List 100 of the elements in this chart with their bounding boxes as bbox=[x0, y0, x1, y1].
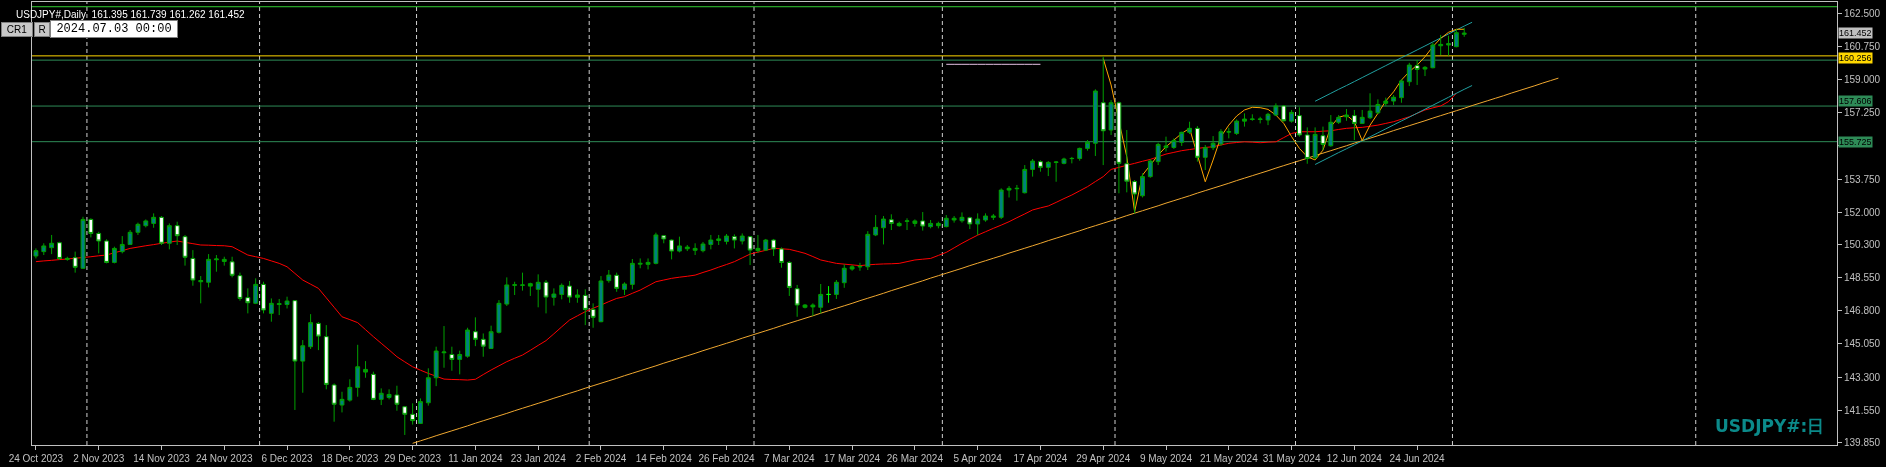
candlestick bbox=[33, 247, 39, 259]
candlestick bbox=[96, 231, 102, 254]
candlestick bbox=[496, 299, 502, 334]
candlestick bbox=[559, 282, 565, 300]
candlestick bbox=[198, 275, 204, 304]
candlestick bbox=[229, 256, 235, 278]
candlestick bbox=[300, 339, 306, 394]
x-tick-label: 21 May 2024 bbox=[1199, 453, 1259, 464]
candlestick bbox=[731, 233, 737, 249]
candlestick bbox=[1367, 92, 1373, 120]
candlestick bbox=[1273, 102, 1279, 117]
candlestick bbox=[1147, 158, 1153, 179]
y-tick-label: 150.300 bbox=[1844, 238, 1881, 250]
candlestick bbox=[88, 217, 94, 238]
candlestick bbox=[347, 378, 353, 403]
candlestick bbox=[433, 346, 439, 387]
candlestick bbox=[80, 216, 86, 270]
candlestick bbox=[1446, 35, 1451, 57]
candlestick bbox=[888, 213, 894, 231]
line-series bbox=[412, 77, 1559, 444]
y-tick-label: 160.750 bbox=[1844, 41, 1881, 53]
candlestick bbox=[1132, 179, 1138, 214]
candlestick bbox=[1030, 158, 1036, 178]
candlestick bbox=[598, 275, 604, 323]
candlestick bbox=[449, 346, 455, 372]
candlestick bbox=[370, 371, 376, 401]
ref-line-label: 157.606 bbox=[1839, 96, 1872, 106]
candlestick bbox=[622, 281, 627, 296]
candlestick bbox=[1210, 135, 1216, 151]
candlestick bbox=[1383, 97, 1389, 107]
candlestick bbox=[1053, 160, 1059, 183]
candlestick bbox=[441, 325, 447, 369]
line-series bbox=[35, 92, 1457, 381]
candlestick bbox=[1414, 59, 1420, 86]
candlestick bbox=[1171, 137, 1177, 150]
candlestick bbox=[1100, 56, 1106, 166]
candlestick bbox=[245, 287, 251, 314]
candlestick bbox=[1226, 127, 1232, 139]
candlestick bbox=[1155, 142, 1161, 166]
candlestick bbox=[1406, 62, 1412, 87]
x-tick-label: 14 Nov 2023 bbox=[133, 453, 191, 464]
candlestick bbox=[418, 397, 423, 425]
candlestick bbox=[308, 313, 314, 350]
candlestick bbox=[1336, 114, 1342, 125]
x-tick-label: 29 Dec 2023 bbox=[384, 453, 442, 464]
line-series bbox=[1314, 85, 1473, 165]
y-tick-label: 157.250 bbox=[1844, 107, 1881, 119]
candlestick bbox=[135, 222, 141, 236]
candlestick bbox=[323, 324, 329, 390]
candlestick bbox=[1061, 157, 1067, 165]
candlestick bbox=[253, 277, 259, 305]
candlestick bbox=[386, 388, 392, 400]
candlestick bbox=[833, 279, 839, 300]
candlestick bbox=[936, 221, 941, 229]
annotation: R bbox=[38, 24, 46, 35]
candlestick bbox=[990, 213, 996, 221]
candlestick bbox=[551, 287, 557, 307]
candlestick bbox=[331, 382, 337, 423]
candlestick bbox=[755, 234, 761, 254]
candlestick bbox=[1344, 108, 1349, 122]
x-tick-label: 26 Feb 2024 bbox=[698, 453, 756, 464]
candlestick bbox=[363, 360, 368, 379]
candlestick bbox=[1116, 101, 1122, 194]
candlestick bbox=[802, 303, 808, 309]
candlestick bbox=[1461, 27, 1467, 38]
candlestick bbox=[1430, 42, 1436, 69]
candlestick bbox=[983, 212, 988, 223]
candlestick bbox=[355, 344, 361, 398]
candlestick bbox=[261, 281, 266, 314]
candlestick bbox=[206, 253, 211, 288]
candlestick bbox=[771, 238, 777, 257]
candlestick bbox=[1187, 121, 1192, 135]
annotation: 161.452 bbox=[1839, 28, 1872, 38]
annotation: USDJPY#:日 bbox=[1715, 416, 1825, 436]
candlestick bbox=[237, 272, 243, 302]
candlestick bbox=[72, 251, 78, 274]
annotation: 2024.07.03 00:00 bbox=[56, 22, 172, 36]
candlestick bbox=[826, 285, 831, 304]
y-tick-label: 153.750 bbox=[1844, 173, 1881, 185]
candlestick bbox=[1399, 78, 1404, 104]
candlestick bbox=[975, 212, 981, 236]
candlestick bbox=[512, 281, 518, 296]
x-tick-label: 17 Apr 2024 bbox=[1013, 453, 1068, 464]
y-tick-label: 159.000 bbox=[1844, 74, 1881, 86]
candlestick bbox=[692, 242, 698, 256]
candlestick bbox=[653, 232, 659, 265]
candlestick bbox=[1022, 164, 1028, 194]
x-tick-label: 29 Apr 2024 bbox=[1076, 453, 1131, 464]
y-tick-label: 145.050 bbox=[1844, 338, 1881, 350]
candlestick bbox=[104, 238, 109, 264]
candlestick bbox=[567, 280, 572, 304]
x-tick-label: 9 May 2024 bbox=[1139, 453, 1193, 464]
x-tick-label: 5 Apr 2024 bbox=[953, 453, 1003, 464]
candlestick bbox=[1281, 104, 1287, 123]
candlestick bbox=[527, 283, 533, 297]
candlestick bbox=[535, 273, 541, 308]
x-tick-label: 12 Jun 2024 bbox=[1326, 453, 1383, 464]
line-series bbox=[1102, 28, 1465, 213]
candlestick bbox=[1328, 114, 1334, 148]
x-tick-label: 31 May 2024 bbox=[1262, 453, 1321, 464]
